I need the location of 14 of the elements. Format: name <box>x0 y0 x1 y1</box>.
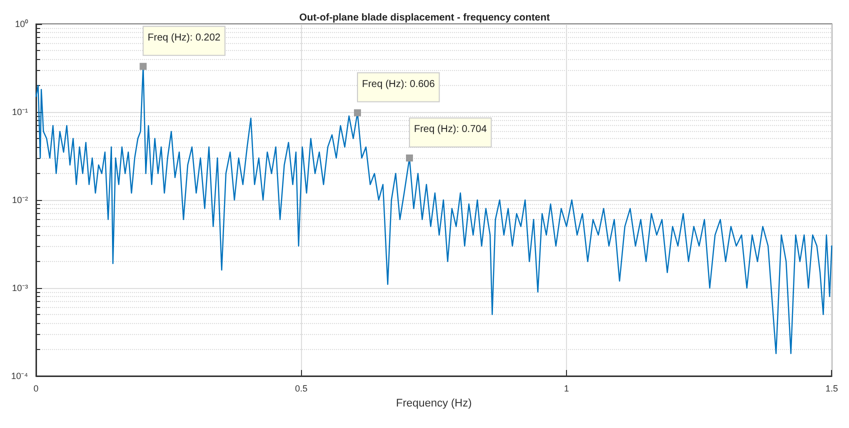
x-tick-label: 1 <box>564 384 570 394</box>
annotation: Freq (Hz): 0.704 <box>414 124 488 136</box>
y-tick-label: 10⁰ <box>14 19 28 29</box>
y-tick-label: 10⁻⁴ <box>11 371 28 381</box>
x-tick-label: 1.5 <box>825 384 838 394</box>
annotation: Freq (Hz): 0.606 <box>362 78 436 90</box>
y-tick-label: 10⁻¹ <box>12 107 28 117</box>
chart-title: Out-of-plane blade displacement - frequency content <box>299 12 550 24</box>
y-tick-label: 10⁻³ <box>12 283 28 293</box>
x-tick-label: 0.5 <box>294 384 308 394</box>
x-tick-label: 0 <box>33 384 39 394</box>
annotation: Freq (Hz): 0.202 <box>148 32 221 44</box>
x-axis-title: Frequency (Hz) <box>396 398 472 410</box>
y-tick-label: 10⁻² <box>12 195 28 205</box>
